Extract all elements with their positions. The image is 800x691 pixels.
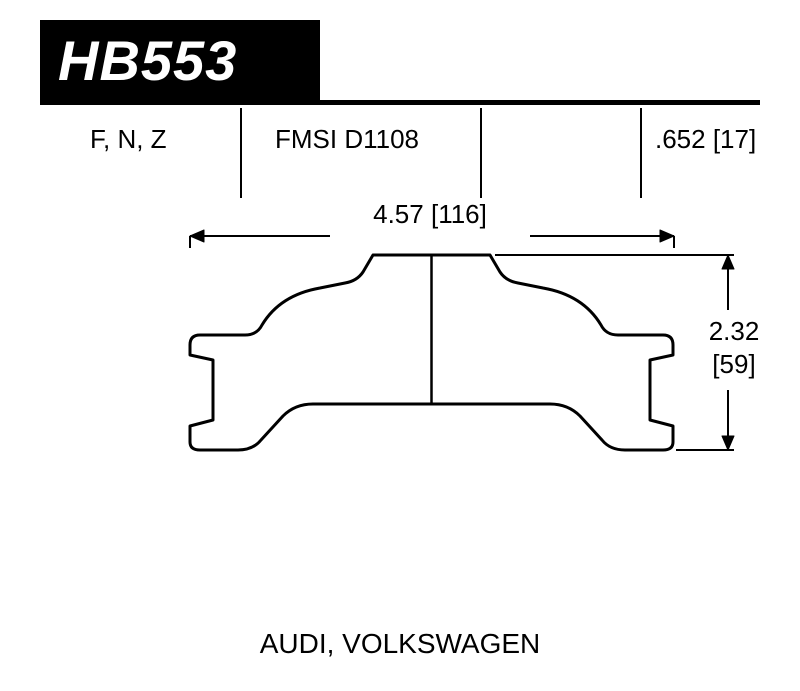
applications-footer: AUDI, VOLKSWAGEN [40, 628, 760, 660]
page-container: HB553 F, N, Z FMSI D1108 .652 [17] 4.57 … [40, 20, 760, 660]
brake-pad-drawing [40, 20, 760, 520]
